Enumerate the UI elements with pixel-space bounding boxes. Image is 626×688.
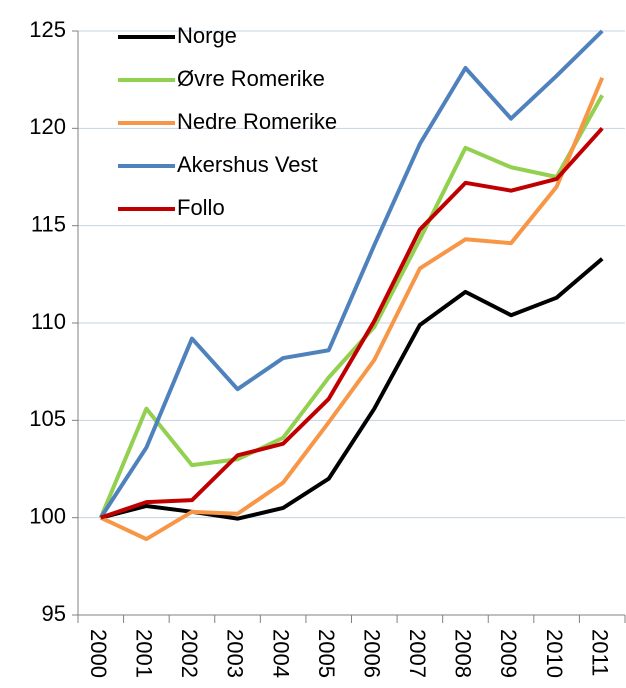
y-tick-label: 115: [31, 211, 66, 236]
x-tick-label: 2003: [223, 629, 248, 678]
series-line: [100, 126, 604, 520]
x-tick-label: 2007: [405, 629, 430, 678]
x-tick-label: 2009: [496, 629, 521, 678]
legend-label: Norge: [177, 23, 237, 48]
x-tick-label: 2008: [451, 629, 476, 678]
y-tick-label: 125: [29, 17, 66, 42]
series-line: [99, 29, 604, 519]
y-tick-label: 120: [29, 114, 66, 139]
x-tick-label: 2006: [359, 629, 384, 678]
legend-label: Akershus Vest: [177, 152, 318, 177]
x-tick-label: 2011: [587, 629, 612, 676]
legend-label: Øvre Romerike: [177, 66, 325, 91]
x-tick-label: 2000: [86, 629, 111, 678]
series-line: [98, 94, 604, 519]
x-tick-label: 2001: [132, 629, 157, 678]
legend-label: Follo: [177, 195, 225, 220]
x-tick-label: 2004: [268, 629, 293, 678]
y-tick-label: 100: [29, 503, 66, 528]
legend-label: Nedre Romerike: [177, 109, 337, 134]
y-tick-label: 110: [31, 309, 66, 334]
x-tick-label: 2002: [177, 629, 202, 678]
y-tick-label: 95: [42, 601, 66, 626]
y-tick-label: 105: [29, 406, 66, 431]
x-tick-label: 2010: [542, 629, 567, 678]
x-tick-label: 2005: [314, 629, 339, 678]
series-line: [100, 257, 604, 521]
series-line: [99, 76, 605, 542]
